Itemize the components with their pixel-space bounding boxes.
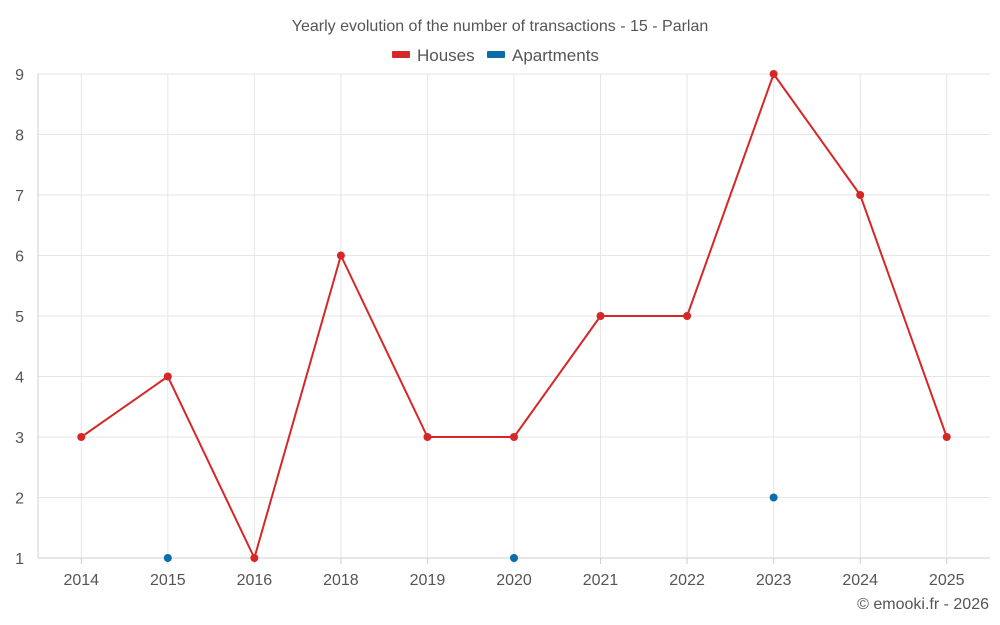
x-tick-label: 2018: [323, 572, 359, 589]
x-tick-label: 2022: [669, 572, 705, 589]
data-point-houses[interactable]: [250, 554, 259, 562]
legend-swatch-apartments: [487, 51, 505, 58]
x-tick-label: 2021: [583, 572, 619, 589]
data-point-houses[interactable]: [596, 312, 605, 320]
y-tick-label: 4: [15, 370, 24, 387]
x-tick-label: 2016: [237, 572, 273, 589]
data-point-apartments[interactable]: [510, 554, 518, 562]
data-point-houses[interactable]: [77, 433, 86, 441]
data-point-houses[interactable]: [769, 70, 778, 78]
credit-text: © emooki.fr - 2026: [857, 596, 989, 613]
x-tick-label: 2023: [756, 572, 792, 589]
data-point-apartments[interactable]: [163, 554, 172, 562]
axes: 1 2 3 4 5 6 7 8 9 2014 2015 2016 2018 2019 2020 2021 202…: [15, 67, 990, 589]
grid: [38, 73, 990, 558]
data-point-houses[interactable]: [856, 191, 865, 199]
series: [77, 70, 951, 562]
x-tick-label: 2019: [410, 572, 446, 589]
y-tick-label: 3: [15, 430, 24, 447]
y-tick-label: 2: [15, 491, 24, 508]
data-point-houses[interactable]: [683, 312, 692, 320]
x-tick-label: 2015: [150, 572, 186, 589]
data-point-houses[interactable]: [942, 433, 951, 441]
data-point-houses[interactable]: [336, 251, 345, 260]
data-point-houses[interactable]: [510, 433, 518, 441]
y-tick-label: 7: [15, 188, 24, 205]
legend-label-apartments: Apartments: [512, 46, 599, 65]
legend-label-houses: Houses: [417, 46, 475, 65]
chart-title: Yearly evolution of the number of transa…: [292, 18, 709, 35]
y-tick-label: 1: [15, 551, 24, 568]
data-point-houses[interactable]: [163, 372, 172, 381]
y-tick-label: 9: [15, 67, 24, 84]
legend-swatch-houses: [392, 51, 410, 58]
data-point-houses[interactable]: [423, 433, 432, 441]
x-tick-label: 2025: [929, 572, 965, 589]
legend: Houses Apartments: [392, 46, 599, 65]
data-point-apartments[interactable]: [769, 493, 778, 502]
x-tick-label: 2020: [496, 572, 532, 589]
x-tick-label: 2014: [63, 572, 99, 589]
y-tick-label: 5: [15, 309, 24, 326]
y-tick-label: 8: [15, 128, 24, 145]
legend-item-houses[interactable]: Houses: [392, 46, 475, 65]
legend-item-apartments[interactable]: Apartments: [487, 46, 599, 65]
y-tick-label: 6: [15, 249, 24, 266]
x-tick-label: 2024: [842, 572, 878, 589]
